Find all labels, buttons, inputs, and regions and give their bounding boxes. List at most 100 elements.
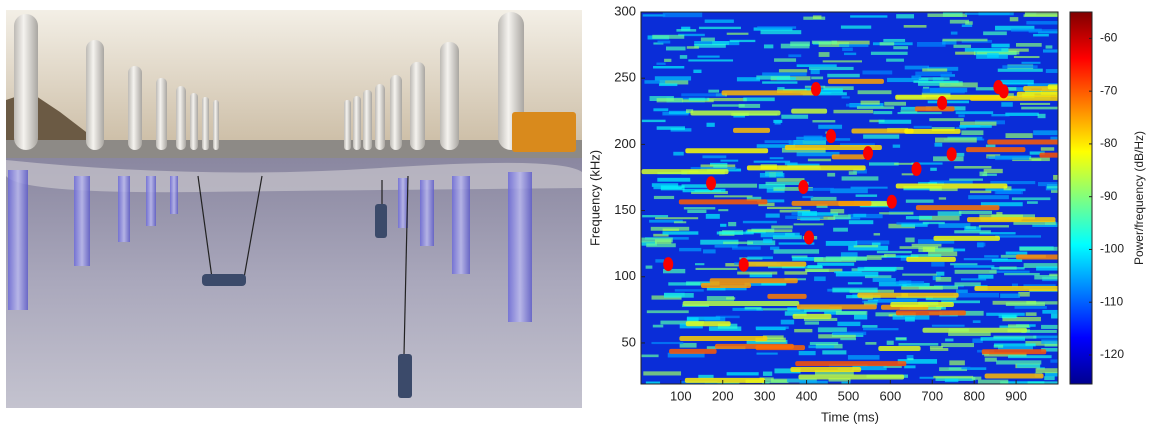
texture [1012,197,1050,200]
texture [995,191,1023,194]
texture [956,111,993,114]
texture [965,48,1009,52]
texture [837,322,860,326]
texture [747,165,866,170]
texture [950,263,977,265]
texture [827,74,860,78]
texture [862,70,892,74]
texture [673,152,683,156]
texture [842,96,850,98]
texture [771,225,793,228]
texture [707,98,746,101]
texture [685,378,765,383]
scene-render [6,10,582,408]
texture [666,46,686,50]
texture [856,194,877,196]
texture [826,129,836,143]
texture [720,224,726,227]
texture [1039,153,1146,158]
texture [931,262,944,267]
texture [722,90,815,95]
texture [685,148,768,153]
texture [792,201,872,206]
texture [956,290,968,293]
texture [930,188,958,191]
texture [774,249,820,253]
texture [896,338,906,340]
texture [646,266,653,269]
texture [715,184,757,188]
texture [1026,21,1066,24]
texture [930,168,937,171]
texture [1001,80,1034,84]
texture [986,313,1025,316]
texture [798,180,808,194]
texture [833,110,873,114]
y-tick-label: 250 [614,70,636,85]
texture [877,251,912,253]
texture [922,68,947,71]
texture [804,231,814,245]
texture [1002,65,1037,68]
texture [1006,133,1033,138]
texture [657,98,683,102]
texture [896,184,1008,189]
texture [978,275,993,279]
texture [904,365,915,368]
texture [966,147,1025,152]
texture [705,19,734,22]
y-tick-label: 100 [614,268,636,283]
texture [1027,201,1038,204]
texture [707,123,715,127]
texture [953,293,999,298]
texture [851,187,888,189]
texture [646,243,676,247]
texture [701,283,751,288]
texture [940,82,978,87]
texture [652,183,678,187]
texture [979,225,1009,227]
texture [788,54,801,57]
texture [720,160,738,162]
texture [655,259,664,262]
colorbar [1070,12,1092,384]
texture [961,130,983,135]
texture [893,315,930,320]
texture [987,53,999,58]
texture [795,361,906,366]
texture [863,146,873,160]
texture [949,178,983,180]
texture [811,77,823,80]
colorbar-tick-label: -80 [1100,136,1118,150]
texture [702,155,726,158]
texture [814,276,826,281]
colorbar-tick-label: -100 [1100,242,1124,256]
y-tick-label: 200 [614,136,636,151]
texture [708,90,719,93]
texture [985,358,997,362]
texture [923,328,1027,333]
colorbar-tick-label: -60 [1100,31,1118,45]
texture [698,375,713,378]
texture [986,145,996,148]
texture [781,320,794,325]
texture [655,76,691,80]
x-tick-label: 400 [796,388,818,403]
texture [819,52,830,57]
texture [983,31,1007,35]
texture [818,327,847,332]
texture [1028,381,1059,383]
texture [857,106,894,109]
texture [770,157,784,159]
texture [965,21,973,24]
texture [941,343,974,347]
colorbar-tick-label: -110 [1100,294,1123,308]
texture [760,30,801,34]
texture [686,321,731,326]
texture [873,278,896,282]
texture [863,135,899,139]
texture [949,360,965,365]
texture [811,82,821,96]
texture [781,44,810,49]
texture [761,233,800,238]
